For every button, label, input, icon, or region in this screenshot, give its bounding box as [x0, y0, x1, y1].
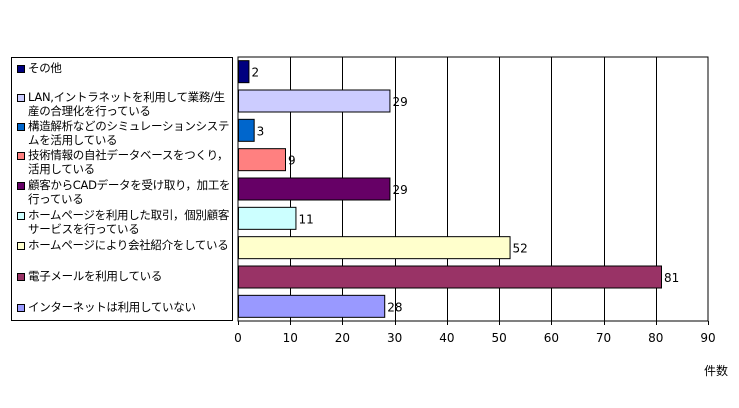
x-tick-label: 60	[544, 331, 559, 345]
legend-swatch	[17, 65, 25, 73]
bar	[238, 118, 255, 142]
bar	[238, 177, 391, 201]
x-tick-label: 70	[596, 331, 611, 345]
legend: その他 LAN,イントラネットを利用して業務/生産の合理化を行っている 構造解析…	[11, 57, 233, 321]
x-tick-label: 30	[387, 331, 402, 345]
x-tick-label: 10	[283, 331, 298, 345]
legend-swatch	[17, 123, 25, 131]
value-labels: 2 29 3 9 29 11 52 81 28	[251, 66, 679, 315]
x-axis-unit-label: 件数	[704, 364, 729, 378]
legend-label: その他	[28, 61, 62, 75]
legend-label: LAN,イントラネットを利用して業務/生産の合理化を行っている	[28, 90, 225, 118]
legend-swatch	[17, 304, 25, 312]
x-tick-label: 90	[700, 331, 715, 345]
bar-value-label: 52	[513, 242, 528, 256]
legend-swatch	[17, 152, 25, 160]
x-tick-label: 20	[335, 331, 350, 345]
bar-value-label: 9	[288, 154, 296, 168]
x-axis: 0 10 20 30 40 50 60 70 80 90	[234, 321, 716, 345]
x-tick-label: 40	[439, 331, 454, 345]
bar-value-label: 28	[387, 300, 402, 314]
legend-label: 技術情報の自社データベースをつくり，活用している	[28, 148, 229, 176]
bar	[238, 265, 662, 289]
bar	[238, 294, 386, 318]
legend-label: 電子メールを利用している	[28, 269, 163, 283]
legend-label: 構造解析などのシミュレーションシステムを活用している	[28, 119, 230, 147]
legend-swatch	[17, 212, 25, 220]
bar-value-label: 11	[298, 212, 313, 226]
legend-label: 顧客からCADデータを受け取り，加工を行っている	[28, 178, 231, 206]
bar-value-label: 2	[251, 66, 259, 80]
bar	[238, 89, 391, 113]
legend-swatch	[17, 242, 25, 250]
bar-value-label: 29	[392, 183, 407, 197]
legend-swatch	[17, 94, 25, 102]
bar-value-label: 3	[257, 124, 265, 138]
bars	[238, 60, 662, 318]
x-tick-label: 0	[234, 331, 242, 345]
legend-label: ホームページにより会社紹介をしている	[28, 238, 229, 252]
bar-value-label: 81	[664, 271, 679, 285]
bar	[238, 60, 250, 84]
bar	[238, 236, 511, 260]
bar-value-label: 29	[392, 95, 407, 109]
bar	[238, 148, 286, 172]
legend-label: ホームページを利用した取引，個別顧客サービスを行っている	[28, 208, 230, 236]
legend-label: インターネットは利用していない	[28, 300, 196, 314]
x-tick-label: 80	[648, 331, 663, 345]
legend-swatch	[17, 182, 25, 190]
bar	[238, 206, 297, 230]
legend-swatch	[17, 273, 25, 281]
x-tick-label: 50	[491, 331, 506, 345]
